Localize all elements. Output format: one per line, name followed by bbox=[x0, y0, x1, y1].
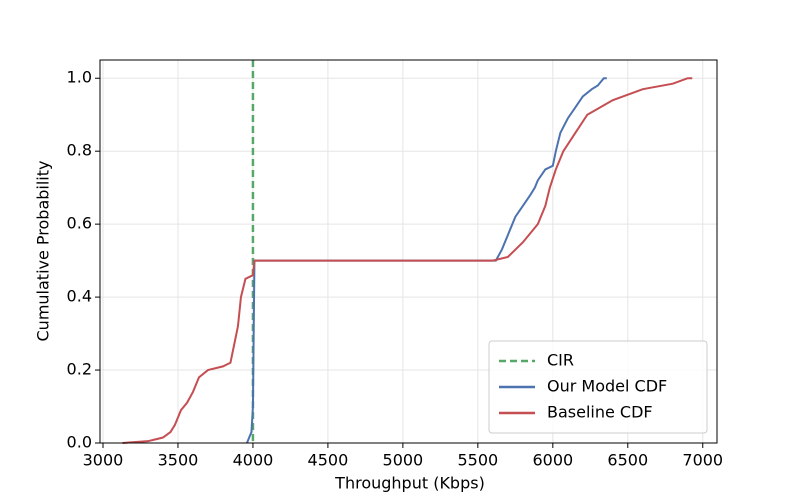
x-axis-label: Throughput (Kbps) bbox=[334, 474, 485, 493]
y-tick-label: 0.0 bbox=[67, 433, 92, 452]
x-tick-label: 5500 bbox=[457, 451, 498, 470]
y-axis-label: Cumulative Probability bbox=[34, 161, 53, 342]
y-tick-label: 0.6 bbox=[67, 214, 92, 233]
x-tick-label: 3500 bbox=[158, 451, 199, 470]
x-tick-label: 4000 bbox=[233, 451, 274, 470]
legend-label: Baseline CDF bbox=[547, 403, 653, 422]
legend-label: CIR bbox=[547, 351, 574, 370]
x-tick-label: 4500 bbox=[308, 451, 349, 470]
x-tick-label: 6000 bbox=[532, 451, 573, 470]
y-tick-label: 0.2 bbox=[67, 360, 92, 379]
x-tick-label: 5000 bbox=[383, 451, 424, 470]
cdf-line bbox=[122, 77, 693, 444]
x-tick-label: 6500 bbox=[607, 451, 648, 470]
y-tick-label: 1.0 bbox=[67, 68, 92, 87]
x-tick-label: 7000 bbox=[682, 451, 723, 470]
x-tick-label: 3000 bbox=[83, 451, 124, 470]
plot-frame bbox=[99, 59, 718, 444]
y-tick-label: 0.4 bbox=[67, 287, 92, 306]
legend-label: Our Model CDF bbox=[547, 377, 667, 396]
y-tick-label: 0.8 bbox=[67, 141, 92, 160]
legend-box bbox=[488, 340, 708, 434]
